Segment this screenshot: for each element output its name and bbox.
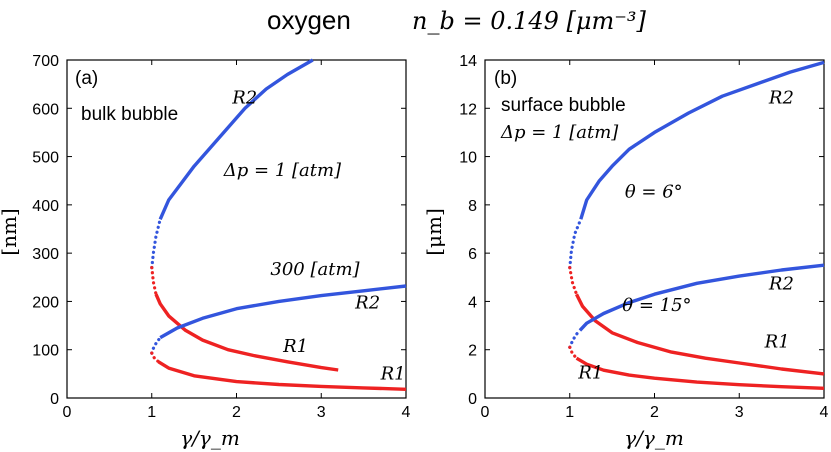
- panel-b-series-blue-solid: [579, 60, 825, 220]
- panel-a-xtick-label: 3: [317, 404, 326, 421]
- panel-b-ytick-label: 0: [468, 391, 477, 408]
- panel-b-series-blue-solid: [578, 263, 825, 332]
- panel-a-ytick-label: 700: [32, 53, 59, 70]
- panel-b-curve-label: R1: [577, 363, 603, 384]
- panel-a-ytick-label: 0: [50, 391, 59, 408]
- panel-b-xtick-label: 0: [481, 404, 490, 421]
- panel-b-ylabel: [μm]: [422, 208, 446, 256]
- panel-b-ytick-label: 8: [468, 198, 477, 215]
- panel-b-label: (b): [494, 68, 517, 89]
- panel-b-series-red-solid: [575, 356, 825, 390]
- panel-a-series-red-dotted: [150, 266, 158, 296]
- panel-b-annotation: surface bubble: [501, 95, 626, 116]
- panel-a-xtick-label: 4: [402, 404, 411, 421]
- panel-b-curve-label: R2: [768, 87, 794, 108]
- panel-b-series-red-solid: [574, 293, 825, 376]
- panel-a: (a) bulk bubble γ/γ_m [nm]: [0, 59, 407, 450]
- panel-b-curve-label: θ = 6°: [625, 182, 683, 203]
- panel-a-xtick-label: 2: [232, 404, 241, 421]
- panel-b-annotation-sub: Δp = 1 [atm]: [500, 122, 619, 143]
- panel-b-xlabel: γ/γ_m: [624, 426, 684, 450]
- panel-a-ytick-label: 400: [32, 198, 59, 215]
- panel-a-series-blue-dotted: [150, 336, 162, 355]
- panel-b-xtick-label: 2: [650, 404, 659, 421]
- panel-a-xlabel: γ/γ_m: [180, 426, 240, 450]
- title-gas: oxygen: [267, 5, 351, 35]
- panel-b-xtick-label: 4: [820, 404, 829, 421]
- panel-a-ytick-label: 300: [32, 246, 59, 263]
- panel-b-series-red-dotted: [568, 266, 579, 296]
- panel-a-ylabel: [nm]: [0, 208, 21, 255]
- panel-a-xtick-label: 0: [63, 404, 72, 421]
- panel-b-ytick-label: 10: [459, 150, 477, 167]
- panel-b-ytick-label: 4: [468, 294, 477, 311]
- title-density: n_b = 0.149 [μm⁻³]: [412, 7, 647, 35]
- panel-b-series-blue-dotted: [568, 328, 582, 349]
- panel-b-series-red-dotted: [568, 345, 579, 360]
- panel-a-xtick-label: 1: [147, 404, 156, 421]
- panel-a-curve-label: 300 [atm]: [270, 259, 360, 280]
- panel-a-curve-label: R1: [380, 364, 406, 385]
- panel-b-ytick-label: 14: [459, 53, 477, 70]
- panel-a-ytick-label: 100: [32, 343, 59, 360]
- panel-a-ytick-label: 600: [32, 101, 59, 118]
- panel-b-ytick-label: 2: [468, 343, 477, 360]
- panel-b-xtick-label: 1: [565, 404, 574, 421]
- panel-a-curve-label: R2: [354, 293, 380, 314]
- panel-a-ytick-label: 500: [32, 150, 59, 167]
- panel-a-series-blue-solid: [158, 58, 314, 220]
- panel-a-series-blue-solid: [159, 284, 407, 340]
- panel-b-ytick-label: 12: [459, 101, 477, 118]
- panel-a-series-red-dotted: [150, 351, 161, 364]
- panel-b-curve-label: R1: [764, 331, 790, 352]
- panel-b-series-blue-dotted: [568, 217, 583, 270]
- panel-a-series-red-solid: [154, 293, 339, 372]
- panel-a-curve-label: R2: [231, 87, 257, 108]
- panel-a-series-blue-dotted: [150, 217, 162, 270]
- panel-a-label: (a): [75, 68, 98, 89]
- panel-a-curve-label: R1: [282, 336, 308, 357]
- panel-b: (b) surface bubble Δp = 1 [atm] γ/γ_m [μ…: [422, 59, 825, 450]
- panel-b-xtick-label: 3: [735, 404, 744, 421]
- panel-b-ytick-label: 6: [468, 246, 477, 263]
- panel-a-series-red-solid: [157, 360, 407, 391]
- panel-a-curve-label: Δp = 1 [atm]: [223, 160, 342, 181]
- panel-a-annotation: bulk bubble: [81, 104, 178, 125]
- panel-a-ytick-label: 200: [32, 294, 59, 311]
- panel-b-curve-label: R2: [768, 273, 794, 294]
- panel-b-curve-label: θ = 15°: [622, 295, 691, 316]
